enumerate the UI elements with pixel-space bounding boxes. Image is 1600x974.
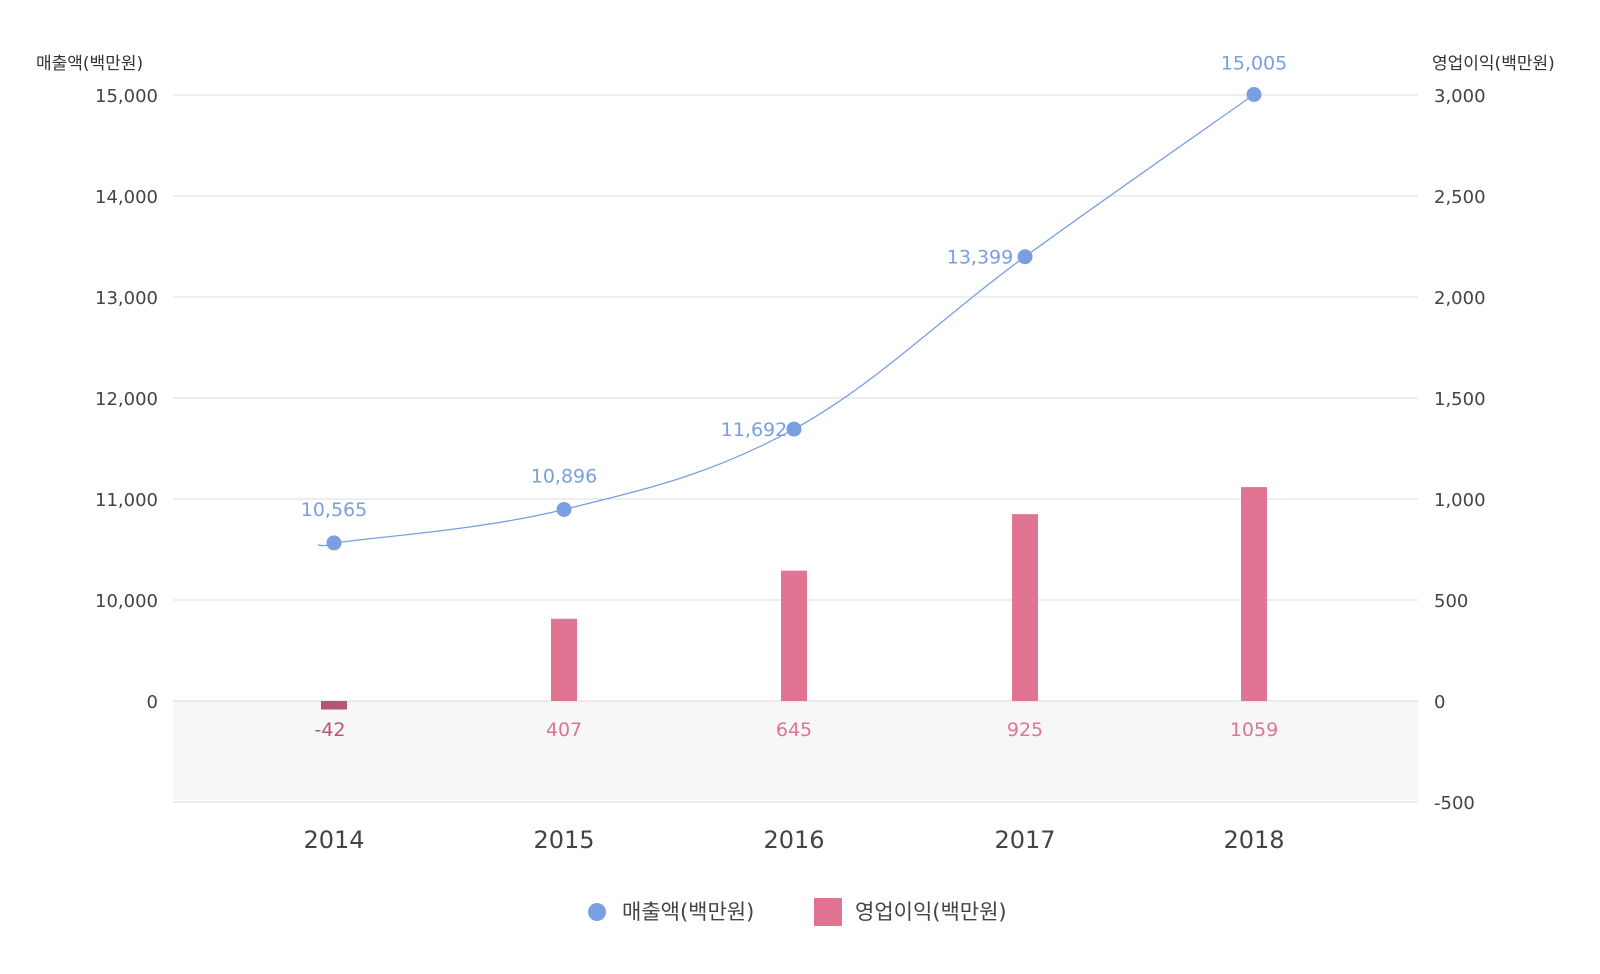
- x-tick-label: 2016: [763, 826, 824, 854]
- line-point-revenue: [786, 421, 802, 437]
- line-value-label: 10,896: [531, 466, 597, 488]
- line-points: [326, 86, 1262, 551]
- negative-region-background: [173, 700, 1418, 800]
- bar-operating-profit: [1241, 487, 1267, 701]
- legend-profit-label: 영업이익(백만원): [855, 900, 1007, 924]
- bar-operating-profit: [781, 570, 807, 701]
- line-value-label: 15,005: [1221, 52, 1287, 74]
- left-tick-label: 0: [147, 692, 158, 713]
- bar-value-label: 1059: [1230, 719, 1278, 741]
- bar-value-label: -42: [314, 719, 345, 741]
- left-tick-label: 15,000: [95, 86, 158, 107]
- legend: 매출액(백만원) 영업이익(백만원): [588, 898, 1007, 926]
- right-tick-label: 0: [1434, 692, 1445, 713]
- x-tick-label: 2014: [303, 826, 364, 854]
- right-tick-label: 2,000: [1434, 288, 1486, 309]
- right-tick-label: 500: [1434, 591, 1468, 612]
- axis-ticks: 15,000 14,000 13,000 12,000 11,000 10,000 0 3,0…: [95, 86, 1486, 854]
- legend-revenue-label: 매출액(백만원): [622, 900, 754, 924]
- right-tick-label: 1,500: [1434, 389, 1486, 410]
- line-point-revenue: [1017, 249, 1033, 265]
- x-tick-label: 2015: [533, 826, 594, 854]
- line-point-revenue: [556, 502, 572, 518]
- line-value-label: 13,399: [947, 247, 1013, 269]
- x-tick-label: 2017: [994, 826, 1055, 854]
- bar-value-label: 645: [776, 719, 812, 741]
- left-tick-label: 13,000: [95, 288, 158, 309]
- right-axis-title: 영업이익(백만원): [1432, 54, 1555, 74]
- line-point-revenue: [326, 535, 342, 551]
- right-tick-label: 3,000: [1434, 86, 1486, 107]
- legend-profit-marker: [814, 898, 842, 926]
- right-tick-label: -500: [1434, 793, 1475, 814]
- bar-value-label: 925: [1007, 719, 1043, 741]
- bar-operating-profit: [551, 618, 577, 701]
- data-labels: -42 407 645 925 1059 10,565 10,896 11,692 13,399…: [301, 52, 1287, 741]
- line-value-label: 10,565: [301, 499, 367, 521]
- line-value-label: 11,692: [721, 419, 787, 441]
- right-tick-label: 1,000: [1434, 490, 1486, 511]
- left-tick-label: 12,000: [95, 389, 158, 410]
- right-tick-label: 2,500: [1434, 187, 1486, 208]
- x-tick-label: 2018: [1223, 826, 1284, 854]
- left-axis-title: 매출액(백만원): [36, 54, 143, 74]
- left-tick-label: 10,000: [95, 591, 158, 612]
- legend-revenue-marker: [588, 903, 606, 921]
- left-tick-label: 14,000: [95, 187, 158, 208]
- bar-series-operating-profit: [321, 487, 1267, 710]
- bar-value-label: 407: [546, 719, 582, 741]
- bar-operating-profit: [321, 701, 347, 710]
- line-series-revenue: [317, 93, 1255, 547]
- left-tick-label: 11,000: [95, 490, 158, 511]
- bar-operating-profit: [1012, 514, 1038, 701]
- line-point-revenue: [1246, 86, 1262, 102]
